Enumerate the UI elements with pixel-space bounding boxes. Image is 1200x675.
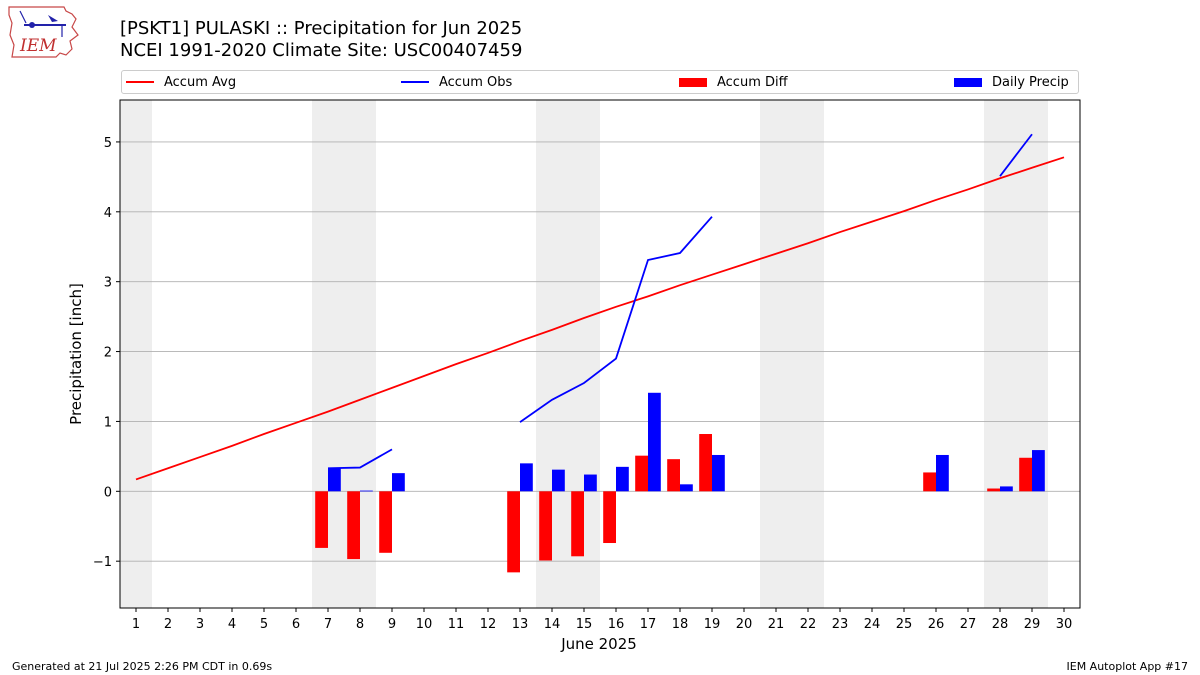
- weekend-band: [984, 100, 1048, 608]
- accum-obs-line: [327, 448, 393, 470]
- x-tick-label: 19: [704, 617, 721, 632]
- legend-label-accum-avg: Accum Avg: [164, 74, 237, 90]
- accum-diff-bar: [347, 491, 360, 560]
- legend-label-daily-precip: Daily Precip: [992, 74, 1069, 90]
- accum-diff-bar: [1019, 457, 1032, 492]
- daily-precip-bar: [680, 484, 693, 492]
- x-tick-label: 16: [608, 617, 625, 632]
- weekend-band: [760, 100, 824, 608]
- legend-item-accum-obs: Accum Obs: [401, 74, 512, 90]
- y-axis-label: Precipitation [inch]: [67, 283, 85, 425]
- x-tick-label: 24: [864, 617, 881, 632]
- x-tick-label: 13: [512, 617, 529, 632]
- x-tick-label: 21: [768, 617, 785, 632]
- x-tick-label: 4: [228, 617, 236, 632]
- accum-diff-bar: [699, 434, 712, 492]
- x-tick-label: 22: [800, 617, 817, 632]
- x-tick-label: 26: [928, 617, 945, 632]
- daily-precip-bar: [616, 466, 629, 492]
- y-tick-label: 4: [104, 206, 112, 221]
- accum-avg-line: [135, 156, 1065, 481]
- x-tick-label: 7: [324, 617, 332, 632]
- page-subtitle: NCEI 1991-2020 Climate Site: USC00407459: [120, 40, 523, 61]
- x-tick-label: 12: [480, 617, 497, 632]
- x-tick-label: 29: [1024, 617, 1041, 632]
- x-tick-label: 6: [292, 617, 300, 632]
- daily-precip-bar: [328, 468, 341, 492]
- x-tick-label: 23: [832, 617, 849, 632]
- accum-diff-bar: [667, 459, 680, 492]
- weekend-band: [120, 100, 152, 608]
- legend-swatch-accum-avg: [126, 81, 154, 83]
- accum-diff-bar: [507, 491, 520, 573]
- x-axis-label: June 2025: [560, 635, 637, 653]
- accum-diff-bar: [635, 455, 648, 492]
- accum-diff-bar: [987, 488, 1000, 492]
- x-tick-label: 25: [896, 617, 913, 632]
- y-tick-label: 5: [104, 136, 112, 151]
- page-title: [PSKT1] PULASKI :: Precipitation for Jun…: [120, 18, 523, 39]
- y-tick-label: 2: [104, 346, 112, 361]
- daily-precip-bar: [360, 490, 373, 492]
- daily-precip-bar: [392, 473, 405, 492]
- legend-label-accum-diff: Accum Diff: [717, 74, 788, 90]
- x-tick-label: 10: [416, 617, 433, 632]
- legend-swatch-accum-diff: [679, 77, 707, 87]
- daily-precip-bar: [648, 392, 661, 492]
- legend-item-accum-diff: Accum Diff: [679, 74, 788, 90]
- iem-logo: IEM: [6, 5, 82, 59]
- y-tick-label: −1: [93, 555, 112, 570]
- daily-precip-bar: [552, 469, 565, 492]
- x-tick-label: 27: [960, 617, 977, 632]
- y-tick-label: 1: [104, 415, 112, 430]
- x-tick-label: 1: [132, 617, 140, 632]
- x-tick-label: 17: [640, 617, 657, 632]
- x-tick-label: 11: [448, 617, 465, 632]
- accum-diff-bar: [603, 491, 616, 544]
- y-tick-label: 0: [104, 485, 112, 500]
- legend-swatch-accum-obs: [401, 81, 429, 83]
- accum-diff-bar: [539, 491, 552, 561]
- accum-obs-line: [999, 133, 1033, 177]
- x-tick-label: 15: [576, 617, 593, 632]
- accum-diff-bar: [571, 491, 584, 557]
- legend-item-daily-precip: Daily Precip: [954, 74, 1069, 90]
- x-tick-label: 5: [260, 617, 268, 632]
- accum-diff-bar: [379, 491, 392, 553]
- daily-precip-bar: [584, 474, 597, 492]
- logo-text: IEM: [19, 36, 57, 56]
- footer-generated: Generated at 21 Jul 2025 2:26 PM CDT in …: [12, 660, 273, 673]
- accum-diff-bar: [315, 491, 328, 548]
- x-tick-label: 18: [672, 617, 689, 632]
- legend-label-accum-obs: Accum Obs: [439, 74, 513, 90]
- x-tick-label: 14: [544, 617, 561, 632]
- plot-frame: [119, 99, 1081, 609]
- footer-app: IEM Autoplot App #17: [1066, 660, 1189, 673]
- x-tick-label: 3: [196, 617, 204, 632]
- x-tick-label: 30: [1056, 617, 1073, 632]
- legend-item-accum-avg: Accum Avg: [126, 74, 236, 90]
- daily-precip-bar: [520, 463, 533, 492]
- accum-diff-bar: [923, 472, 936, 492]
- accum-obs-line: [519, 216, 713, 423]
- x-tick-label: 28: [992, 617, 1009, 632]
- x-tick-label: 20: [736, 617, 753, 632]
- daily-precip-bar: [1032, 450, 1045, 492]
- daily-precip-bar: [936, 454, 949, 492]
- legend-swatch-daily-precip: [954, 77, 982, 87]
- chart-legend: Accum Avg Accum Obs Accum Diff Daily Pre…: [121, 70, 1079, 94]
- y-tick-label: 3: [104, 276, 112, 291]
- x-tick-label: 8: [356, 617, 364, 632]
- x-tick-label: 2: [164, 617, 172, 632]
- x-tick-label: 9: [388, 617, 396, 632]
- daily-precip-bar: [1000, 486, 1013, 492]
- daily-precip-bar: [712, 454, 725, 492]
